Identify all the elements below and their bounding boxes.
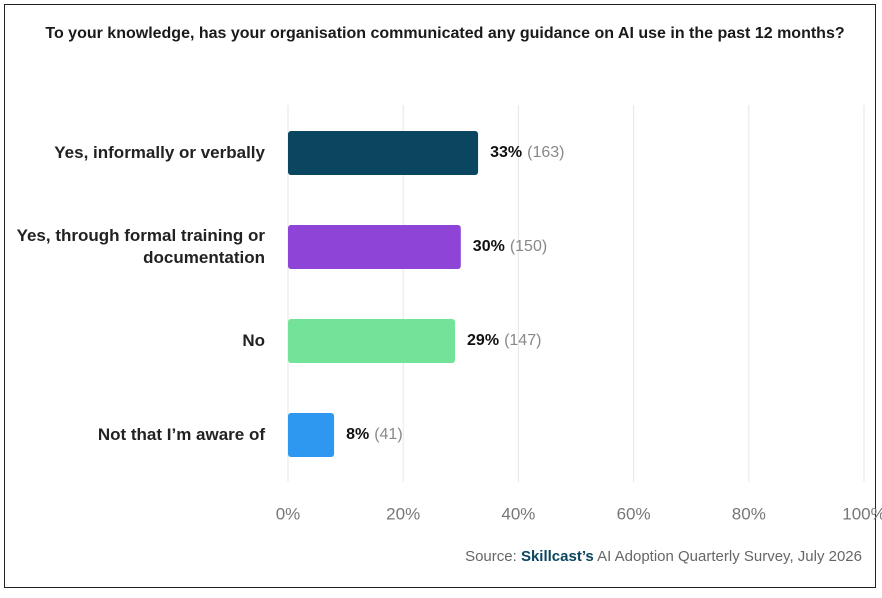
bar bbox=[288, 413, 335, 457]
data-label: 33% (163) bbox=[490, 144, 564, 161]
x-tick-label: 20% bbox=[386, 504, 420, 523]
category-label: No bbox=[242, 331, 265, 350]
source-highlight: Skillcast’s bbox=[521, 548, 594, 565]
frame bbox=[4, 4, 876, 588]
value-label: 30% bbox=[473, 238, 505, 255]
source: Source: Skillcast’s AI Adoption Quarterl… bbox=[465, 548, 862, 565]
x-tick-label: 0% bbox=[276, 504, 301, 523]
x-tick-label: 100% bbox=[842, 504, 882, 523]
data-label: 29% (147) bbox=[467, 332, 541, 349]
category-label: Yes, informally or verbally bbox=[54, 143, 265, 162]
x-tick-label: 80% bbox=[732, 504, 766, 523]
category-label: Not that I’m aware of bbox=[97, 425, 265, 444]
count-label: (41) bbox=[374, 426, 402, 443]
x-tick-label: 60% bbox=[617, 504, 651, 523]
count-label: (147) bbox=[504, 332, 541, 349]
bar bbox=[288, 225, 461, 269]
bar bbox=[288, 319, 456, 363]
value-label: 8% bbox=[346, 426, 369, 443]
count-label: (163) bbox=[527, 144, 564, 161]
data-label: 8% (41) bbox=[346, 426, 403, 443]
source-suffix: AI Adoption Quarterly Survey, July 2026 bbox=[594, 548, 862, 565]
bar bbox=[288, 131, 479, 175]
value-label: 33% bbox=[490, 144, 522, 161]
chart-title: To your knowledge, has your organisation… bbox=[45, 25, 845, 42]
x-tick-label: 40% bbox=[501, 504, 535, 523]
count-label: (150) bbox=[510, 238, 547, 255]
value-label: 29% bbox=[467, 332, 499, 349]
category-label: Yes, through formal training or document… bbox=[16, 226, 265, 267]
source-prefix: Source: bbox=[465, 548, 521, 565]
data-label: 30% (150) bbox=[473, 238, 547, 255]
